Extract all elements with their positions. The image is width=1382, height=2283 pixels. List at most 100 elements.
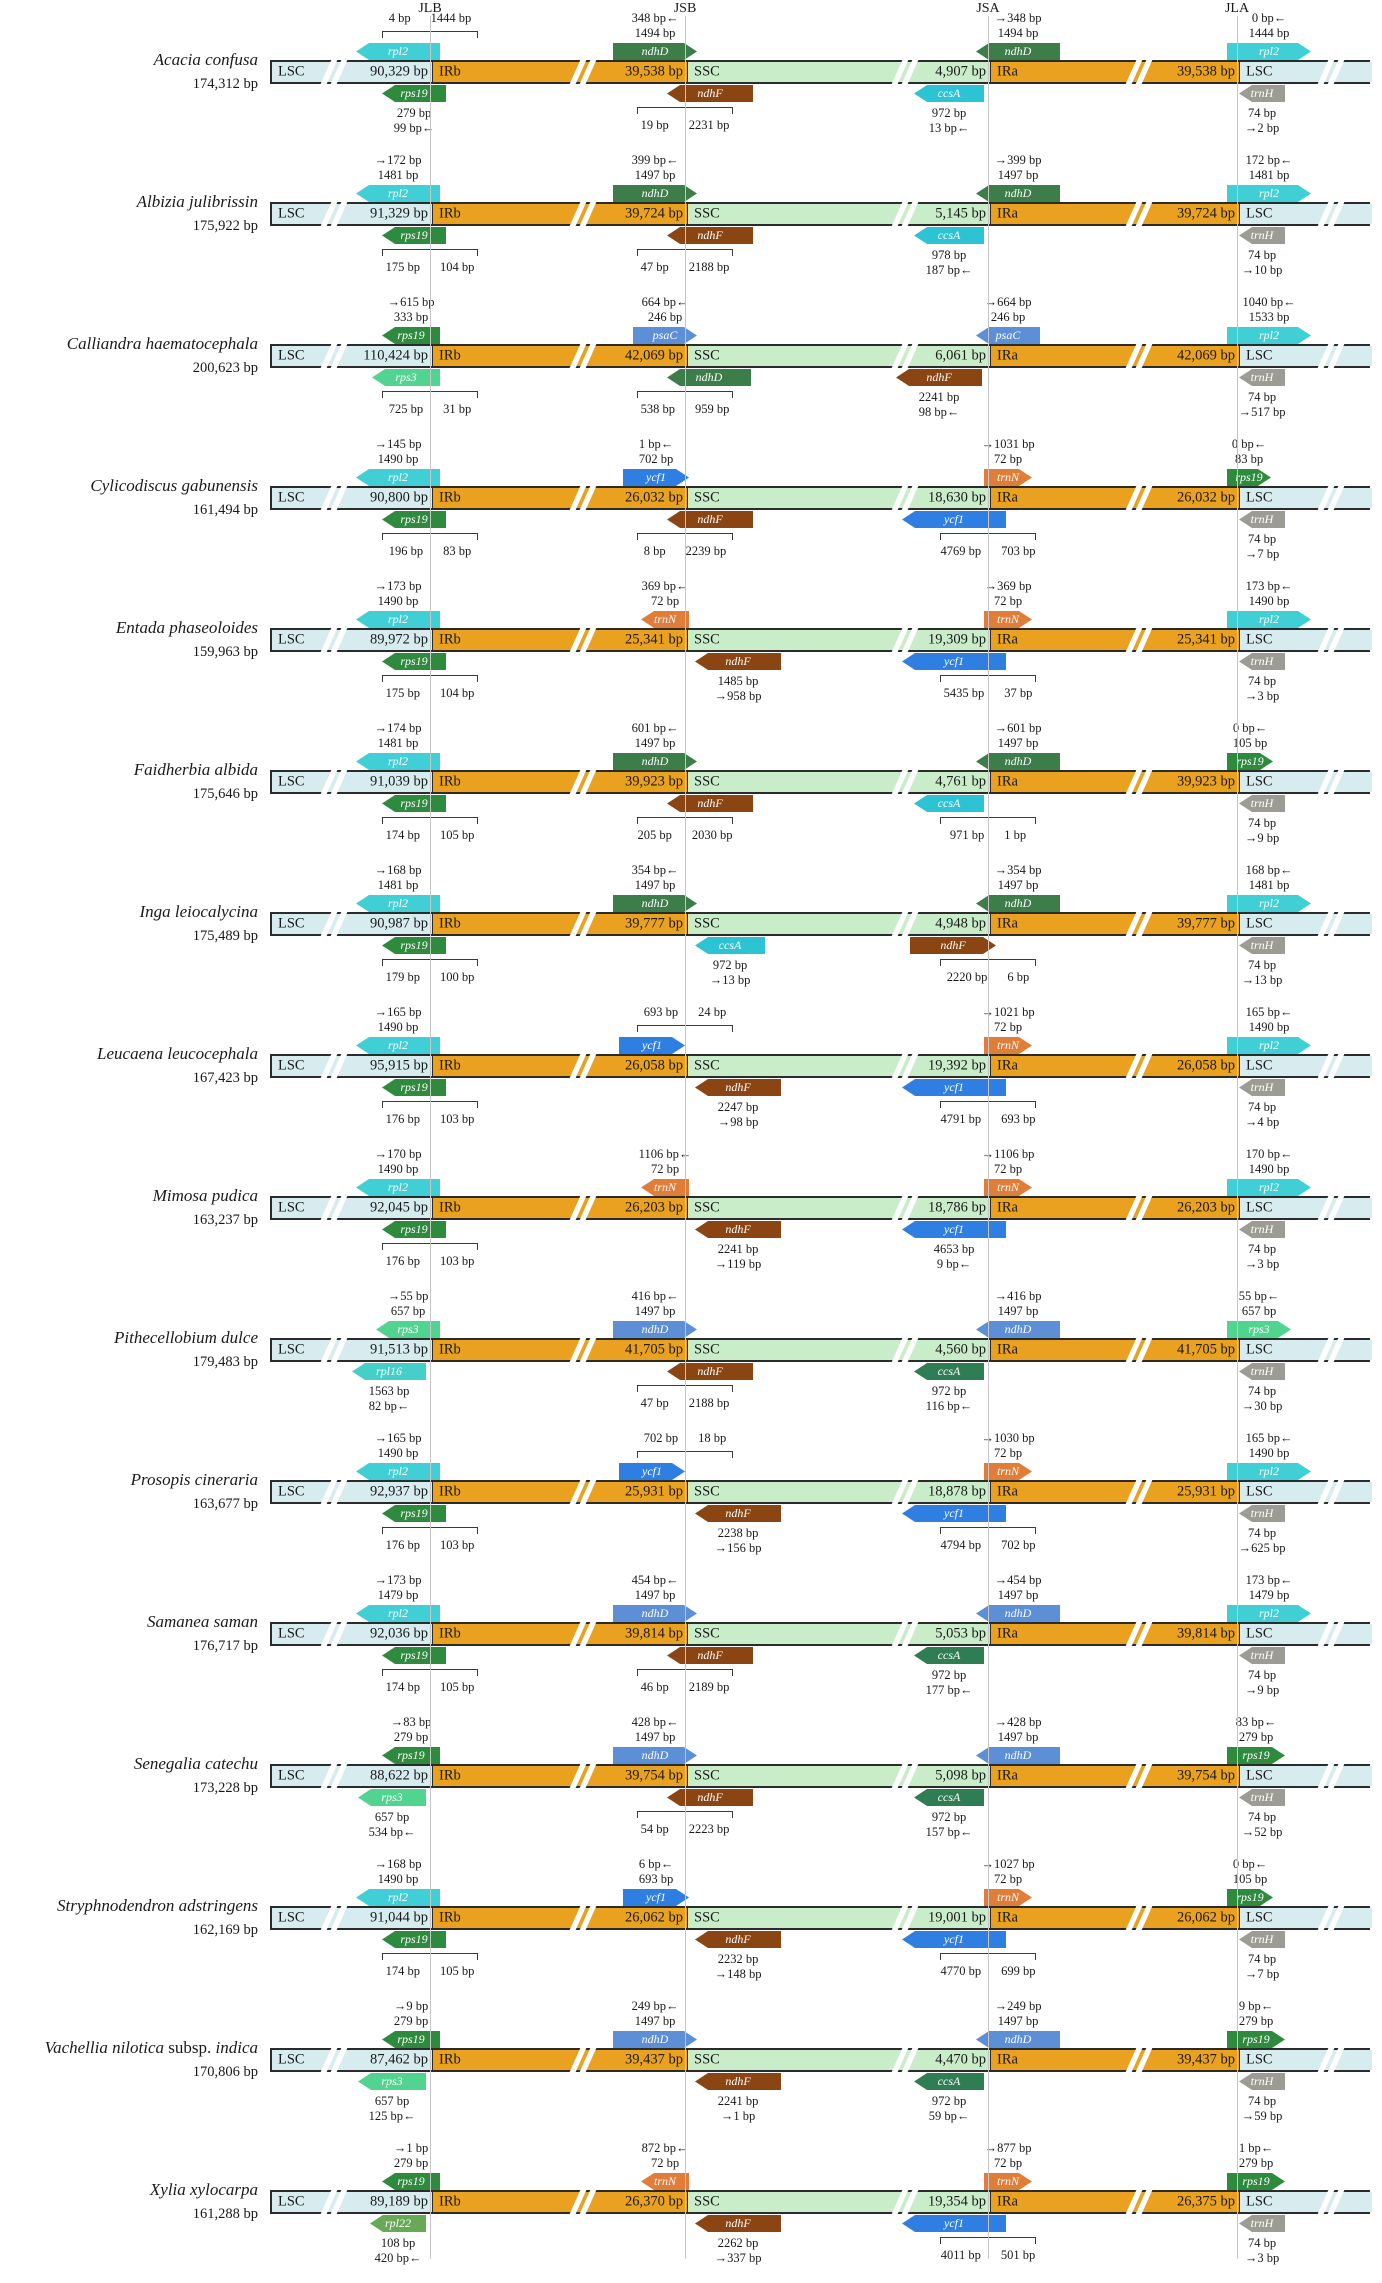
annotation-label: 1479 bp: [1248, 1588, 1290, 1602]
gene-arrow-trnN: trnN: [984, 1179, 1032, 1196]
gene-label: trnN: [996, 1038, 1019, 1052]
region-label: LSC: [1246, 1341, 1273, 1358]
region-label: IRb: [439, 915, 461, 932]
region-label: IRa: [997, 1341, 1018, 1358]
gene-arrow-rps19: rps19: [1227, 469, 1271, 486]
annotation-label: 703 bp: [1001, 544, 1036, 558]
gene-arrow-rpl16: rpl16: [352, 1363, 426, 1380]
segment-ssc: SSC 5,145 bp: [687, 201, 990, 227]
annotation-label: 74 bp: [1247, 2236, 1277, 2250]
annotation-label: →454 bp: [994, 1573, 1042, 1587]
gene-label: trnH: [1250, 1648, 1274, 1662]
segment-lsc-left: LSC 91,039 bp: [272, 769, 432, 795]
annotation-label: 125 bp←: [368, 2109, 416, 2123]
annotation-label: 279 bp: [393, 2156, 429, 2170]
gene-arrow-rpl2: rpl2: [1227, 895, 1311, 912]
break-mark: [1317, 911, 1345, 937]
gene-label: ycf1: [944, 1222, 964, 1236]
segment-size-label: 18,786 bp: [928, 1199, 986, 1216]
annotation-label: 72 bp: [993, 1446, 1023, 1460]
annotation-pair: 46 bp 2189 bp: [641, 1680, 730, 1695]
annotation-label: 1485 bp: [717, 674, 759, 688]
segment-irb: IRb 39,538 bp: [432, 59, 687, 85]
annotation-label: 173 bp←: [1245, 579, 1293, 593]
annotation-pair: 205 bp 2030 bp: [638, 828, 733, 843]
region-label: LSC: [1246, 1057, 1273, 1074]
species-name: Xylia xylocarpa: [0, 2180, 258, 2200]
region-label: SSC: [694, 1199, 720, 1216]
annotation-label: 1481 bp: [377, 878, 419, 892]
region-label: LSC: [278, 1341, 305, 1358]
annotation-label: →119 bp: [714, 1257, 762, 1271]
species-genome-size: 200,623 bp: [192, 360, 258, 376]
segment-size-label: 89,972 bp: [370, 631, 428, 648]
segment-size-label: 91,329 bp: [370, 205, 428, 222]
annotation-label: 2241 bp: [717, 1242, 759, 1256]
annotation-label: →170 bp: [374, 1147, 422, 1161]
break-mark: [891, 1053, 919, 1079]
break-mark: [891, 1337, 919, 1363]
gene-label: rpl16: [375, 1364, 402, 1378]
segment-ssc: SSC 18,630 bp: [687, 485, 990, 511]
species-genome-size: 176,717 bp: [192, 1638, 258, 1654]
gene-label: ycf1: [646, 470, 666, 484]
annotation-pair: 176 bp 103 bp: [386, 1112, 475, 1127]
annotation-label: 19 bp: [640, 118, 669, 132]
break-mark: [569, 2189, 597, 2215]
annotation-label: →416 bp: [994, 1289, 1042, 1303]
break-mark: [891, 2047, 919, 2073]
segment-size-label: 26,370 bp: [625, 2193, 683, 2210]
gene-label: trnN: [996, 470, 1019, 484]
gene-arrow-rpl2: rpl2: [356, 753, 440, 770]
annotation-label: 1497 bp: [997, 1304, 1039, 1318]
species-name: Entada phaseoloides: [0, 618, 258, 638]
gene-arrow-ndhF: ndhF: [667, 1647, 753, 1664]
annotation-label: 1490 bp: [377, 1446, 419, 1460]
gene-label: rps19: [400, 1506, 428, 1520]
species-genome-size: 159,963 bp: [192, 644, 258, 660]
break-mark: [1125, 1479, 1153, 1505]
gene-label: ndhD: [641, 896, 669, 910]
gene-arrow-ndhF: ndhF: [695, 1221, 781, 1238]
species-name-part: Inga leiocalycina: [139, 902, 259, 921]
annotation-label: 47 bp: [640, 260, 669, 274]
region-label: IRb: [439, 1625, 461, 1642]
segment-size-label: 26,062 bp: [625, 1909, 683, 1926]
gene-label: rpl22: [384, 2216, 411, 2230]
species-name-part: Samanea saman: [147, 1612, 258, 1631]
break-mark: [569, 1195, 597, 1221]
break-mark: [320, 1337, 348, 1363]
annotation-pair: 179 bp 100 bp: [386, 970, 475, 985]
annotation-label: 72 bp: [650, 594, 680, 608]
annotation-label: 1490 bp: [377, 1162, 419, 1176]
annotation-label: 6 bp: [1007, 970, 1030, 984]
gene-arrow-rpl2: rpl2: [356, 1463, 440, 1480]
annotation-label: 699 bp: [1001, 1964, 1036, 1978]
break-mark: [1125, 769, 1153, 795]
segment-size-label: 39,777 bp: [625, 915, 683, 932]
annotation-label: 173 bp←: [1245, 1573, 1293, 1587]
gene-label: rps19: [400, 1932, 428, 1946]
segment-ssc: SSC 4,948 bp: [687, 911, 990, 937]
gene-arrow-ycf1: ycf1: [902, 1079, 1006, 1096]
annotation-label: 176 bp: [385, 1538, 420, 1552]
annotation-label: 534 bp←: [368, 1825, 416, 1839]
annotation-label: 2220 bp: [946, 970, 988, 984]
annotation-label: 174 bp: [385, 1964, 420, 1978]
gene-arrow-rpl2: rpl2: [356, 1179, 440, 1196]
annotation-pair: 702 bp 18 bp: [644, 1431, 727, 1446]
gene-label: ccsA: [937, 1648, 961, 1662]
annotation-label: 46 bp: [640, 1680, 669, 1694]
annotation-label: 1497 bp: [997, 1730, 1039, 1744]
break-mark: [1317, 201, 1345, 227]
gene-arrow-rpl2: rpl2: [356, 185, 440, 202]
annotation-label: →1 bp: [720, 2109, 756, 2123]
annotation-label: 538 bp: [640, 402, 675, 416]
segment-size-label: 4,907 bp: [935, 63, 986, 80]
genome-bar: LSC 95,915 bp IRb 26,058 bp SSC 19,392 bp IRa 2…: [270, 1053, 1372, 1079]
segment-lsc-right: LSC: [1239, 485, 1372, 511]
annotation-label: →30 bp: [1241, 1399, 1283, 1413]
annotation-label: 1497 bp: [634, 2014, 676, 2028]
segment-size-label: 39,754 bp: [625, 1767, 683, 1784]
annotation-label: 47 bp: [640, 1396, 669, 1410]
